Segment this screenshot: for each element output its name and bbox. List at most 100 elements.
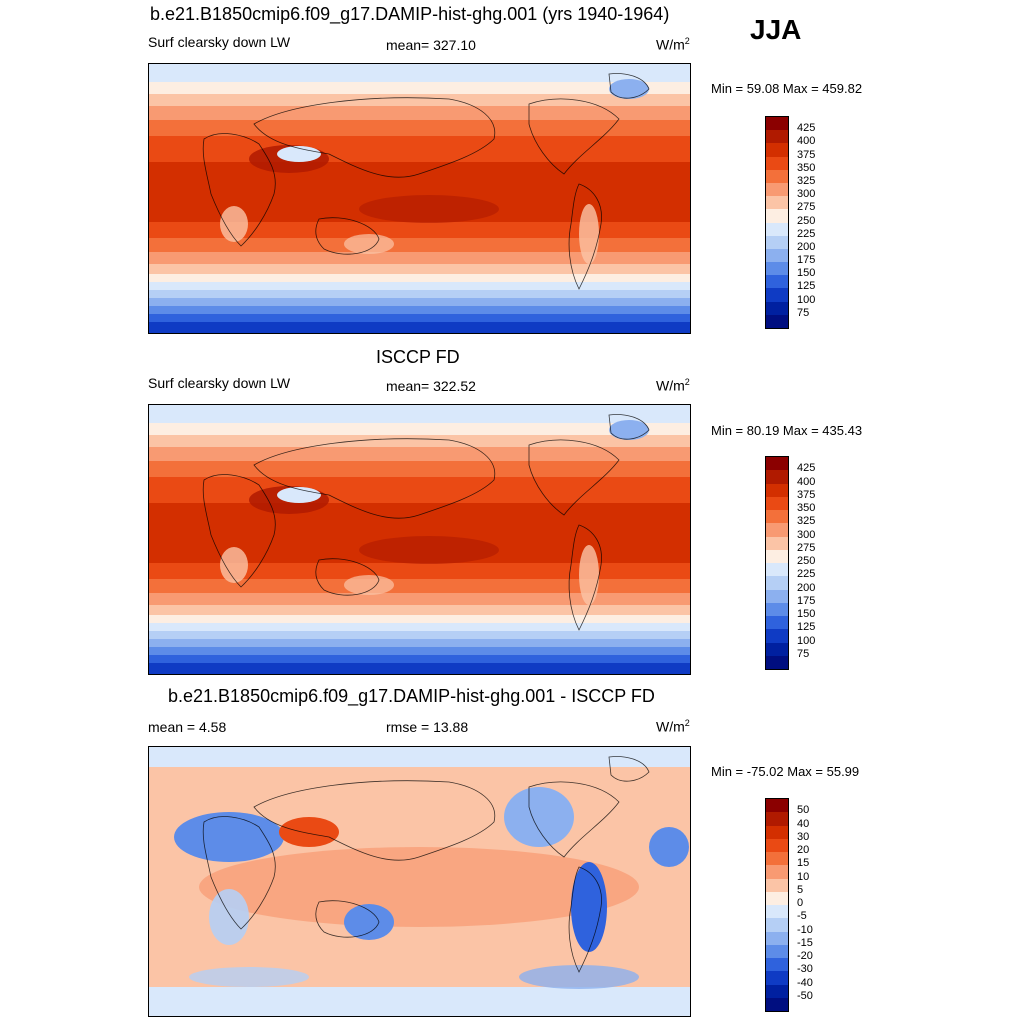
colorbar-swatch [766, 576, 788, 590]
mean-label: mean = 4.58 [148, 719, 227, 735]
colorbar-swatch [766, 262, 788, 276]
panel-title: ISCCP FD [376, 347, 460, 367]
colorbar-tick-label: 250 [797, 214, 816, 227]
colorbar-swatch [766, 563, 788, 577]
colorbar-swatch [766, 799, 788, 813]
panel-title: b.e21.B1850cmip6.f09_g17.DAMIP-hist-ghg.… [150, 4, 670, 24]
map-field-diff [149, 747, 690, 1016]
minmax-label: Min = 80.19 Max = 435.43 [711, 423, 863, 438]
colorbar-tick-label: 30 [797, 830, 810, 843]
units-label: W/m2 [656, 36, 690, 53]
colorbar-tick-label: 100 [797, 634, 816, 647]
colorbar-swatch [766, 182, 788, 197]
mean-label: mean= 322.52 [386, 378, 476, 394]
colorbar-swatch [766, 457, 788, 471]
colorbar-swatch [766, 905, 788, 919]
colorbar [765, 798, 789, 1012]
colorbar-swatch [766, 629, 788, 643]
colorbar-swatch [766, 642, 788, 656]
colorbar-swatch [766, 944, 788, 958]
colorbar-tick-label: -30 [797, 963, 813, 976]
colorbar [765, 116, 789, 329]
colorbar-tick-label: 275 [797, 201, 816, 214]
colorbar-swatch [766, 275, 788, 289]
colorbar-swatch [766, 931, 788, 945]
colorbar-swatch [766, 235, 788, 249]
colorbar-tick-label: 325 [797, 174, 816, 187]
colorbar-swatch [766, 523, 788, 537]
colorbar-swatch [766, 248, 788, 263]
map-field-obs [149, 405, 690, 674]
colorbar-tick-label: -20 [797, 950, 813, 962]
colorbar-tick-label: 175 [797, 254, 816, 267]
map-model [148, 63, 691, 334]
panel-title: b.e21.B1850cmip6.f09_g17.DAMIP-hist-ghg.… [168, 686, 655, 706]
units-label: W/m2 [656, 377, 690, 394]
colorbar-tick-label: 325 [797, 515, 816, 528]
variable-label: Surf clearsky down LW [148, 375, 291, 391]
colorbar-swatch [766, 602, 788, 616]
colorbar-tick-label: 300 [797, 188, 816, 201]
colorbar-swatch [766, 812, 788, 826]
colorbar-tick-label: 300 [797, 528, 816, 541]
colorbar-tick-label: 150 [797, 267, 816, 280]
colorbar-swatch [766, 536, 788, 550]
colorbar-swatch [766, 196, 788, 210]
colorbar-swatch [766, 496, 788, 510]
colorbar-swatch [766, 865, 788, 879]
variable-label: Surf clearsky down LW [148, 34, 291, 50]
colorbar-swatch [766, 483, 788, 497]
colorbar-swatch [766, 838, 788, 852]
colorbar-tick-label: 200 [797, 240, 816, 253]
colorbar-swatch [766, 616, 788, 630]
colorbar-swatch [766, 997, 788, 1011]
colorbar-tick-label: 400 [797, 475, 816, 488]
minmax-label: Min = 59.08 Max = 459.82 [711, 81, 863, 96]
map-obs [148, 404, 691, 675]
season-label: JJA [750, 14, 802, 45]
colorbar-tick-label: 150 [797, 608, 816, 620]
colorbar-swatch [766, 314, 788, 328]
colorbar-swatch [766, 878, 788, 892]
colorbar-swatch [766, 470, 788, 484]
colorbar-swatch [766, 288, 788, 302]
colorbar-tick-label: 125 [797, 621, 816, 634]
colorbar-swatch [766, 156, 788, 170]
map-field-model [149, 64, 690, 333]
colorbar-tick-label: 40 [797, 817, 810, 830]
colorbar-tick-label: -10 [797, 923, 813, 936]
mean-label: mean= 327.10 [386, 37, 476, 53]
colorbar-tick-label: 5 [797, 883, 804, 896]
colorbar-tick-label: 200 [797, 581, 816, 594]
colorbar-tick-label: 425 [797, 122, 816, 135]
colorbar-swatch [766, 301, 788, 315]
colorbar-tick-label: 10 [797, 870, 810, 883]
colorbar-tick-label: 250 [797, 555, 816, 567]
colorbar-swatch [766, 971, 788, 985]
colorbar-swatch [766, 117, 788, 131]
colorbar-swatch [766, 589, 788, 603]
colorbar-swatch [766, 143, 788, 157]
rmse-label: rmse = 13.88 [386, 719, 469, 735]
colorbar-swatch [766, 918, 788, 932]
colorbar-tick-label: 375 [797, 488, 816, 501]
colorbar-tick-label: 50 [797, 804, 810, 817]
colorbar-swatch [766, 169, 788, 183]
colorbar-swatch [766, 891, 788, 905]
colorbar-tick-label: -15 [797, 936, 813, 949]
colorbar-tick-label: 75 [797, 306, 810, 319]
colorbar-swatch [766, 510, 788, 524]
colorbar-tick-label: -50 [797, 989, 813, 1002]
colorbar-swatch [766, 958, 788, 972]
colorbar-tick-label: 425 [797, 462, 816, 475]
colorbar-swatch [766, 209, 788, 223]
colorbar-tick-label: 225 [797, 568, 816, 581]
colorbar-swatch [766, 655, 788, 669]
map-diff [148, 746, 691, 1017]
colorbar-tick-label: 175 [797, 594, 816, 607]
colorbar [765, 456, 789, 670]
colorbar-tick-label: 100 [797, 293, 816, 306]
colorbar-tick-label: 350 [797, 161, 816, 174]
colorbar-tick-label: 375 [797, 148, 816, 161]
colorbar-tick-label: 15 [797, 857, 810, 870]
